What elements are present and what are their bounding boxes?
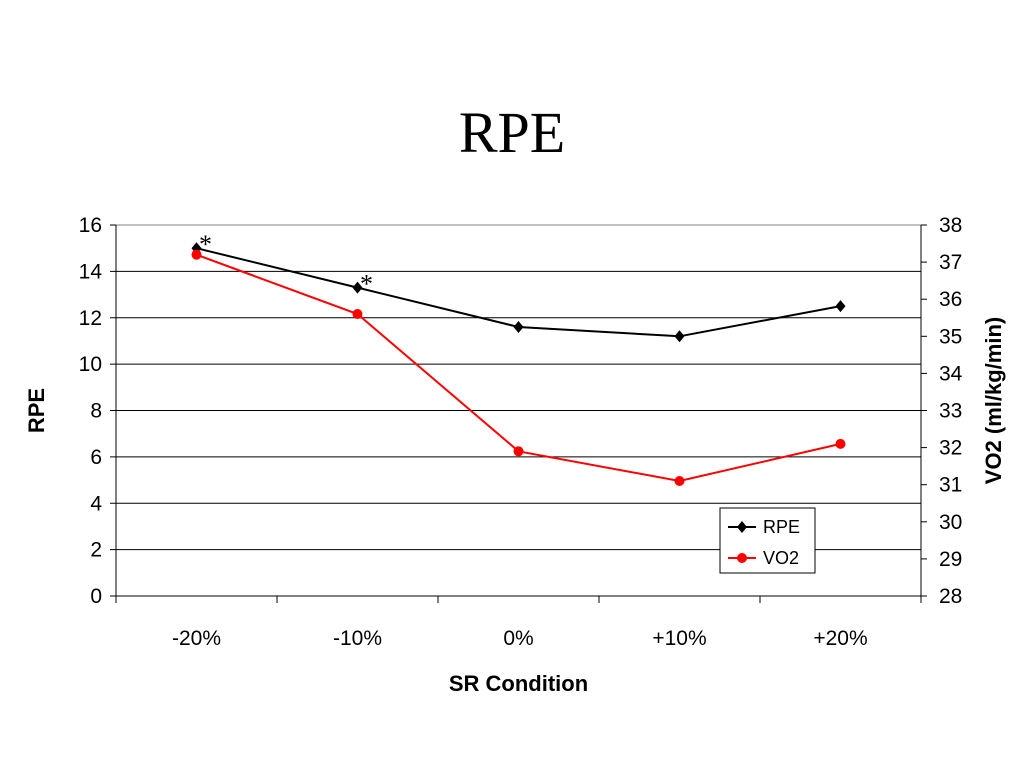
series-layer bbox=[191, 242, 846, 486]
y2-tick-label: 29 bbox=[939, 548, 962, 571]
legend-label: VO2 bbox=[763, 548, 799, 568]
y2-tick-label: 36 bbox=[939, 288, 962, 311]
legend-item-vo2: VO2 bbox=[728, 548, 799, 568]
x-tick-label: +20% bbox=[813, 627, 867, 650]
series-vo2 bbox=[191, 249, 846, 486]
y2-axis-title: VO2 (ml/kg/min) bbox=[981, 317, 1006, 484]
y2-tick-label: 33 bbox=[939, 400, 962, 423]
y-axis-title: RPE bbox=[24, 388, 49, 433]
series-rpe bbox=[191, 242, 846, 343]
data-point-vo2 bbox=[513, 446, 524, 457]
legend-label: RPE bbox=[763, 517, 800, 537]
x-tick-label: -10% bbox=[333, 627, 382, 650]
y-tick-label: 14 bbox=[79, 260, 103, 283]
data-point-vo2 bbox=[835, 438, 846, 449]
data-point-rpe bbox=[835, 300, 846, 313]
y2-tick-label: 32 bbox=[939, 437, 962, 460]
significance-asterisk: * bbox=[199, 230, 212, 259]
legend: RPE VO2 bbox=[719, 507, 816, 574]
y-tick-label: 0 bbox=[90, 585, 102, 608]
y2-tick-label: 28 bbox=[939, 585, 962, 608]
annotations: ** bbox=[199, 230, 373, 298]
data-point-vo2 bbox=[191, 249, 202, 260]
chart-title: RPE bbox=[458, 100, 566, 165]
axes: 0 2 4 6 8 10 12 14 16 28 29 30 31 32 33 34 35 36 37 38 -20% -… bbox=[79, 214, 963, 650]
gridlines bbox=[116, 270, 921, 551]
y2-tick-label: 34 bbox=[939, 362, 963, 385]
data-point-rpe bbox=[674, 330, 685, 343]
significance-asterisk: * bbox=[360, 270, 373, 299]
y2-tick-label: 31 bbox=[939, 474, 962, 497]
y-tick-label: 6 bbox=[90, 446, 102, 469]
y-tick-label: 16 bbox=[79, 214, 102, 237]
y-tick-label: 12 bbox=[79, 307, 102, 330]
legend-marker bbox=[737, 521, 747, 533]
x-tick-label: -20% bbox=[172, 627, 221, 650]
y-tick-label: 10 bbox=[79, 353, 102, 376]
y-tick-label: 4 bbox=[90, 492, 102, 515]
y-tick-label: 8 bbox=[90, 400, 102, 423]
x-tick-label: +10% bbox=[652, 627, 706, 650]
legend-marker bbox=[737, 553, 747, 563]
data-point-rpe bbox=[513, 321, 524, 334]
y2-tick-label: 37 bbox=[939, 251, 962, 274]
data-point-rpe bbox=[352, 281, 363, 294]
legend-item-rpe: RPE bbox=[728, 517, 800, 537]
x-axis-title: SR Condition bbox=[449, 671, 588, 696]
y2-tick-label: 35 bbox=[939, 325, 962, 348]
x-tick-label: 0% bbox=[503, 627, 533, 650]
legend-box bbox=[719, 507, 816, 574]
data-point-vo2 bbox=[352, 309, 363, 320]
data-point-vo2 bbox=[674, 475, 685, 486]
y2-tick-label: 30 bbox=[939, 511, 962, 534]
y2-tick-label: 38 bbox=[939, 214, 962, 237]
y-tick-label: 2 bbox=[90, 539, 102, 562]
